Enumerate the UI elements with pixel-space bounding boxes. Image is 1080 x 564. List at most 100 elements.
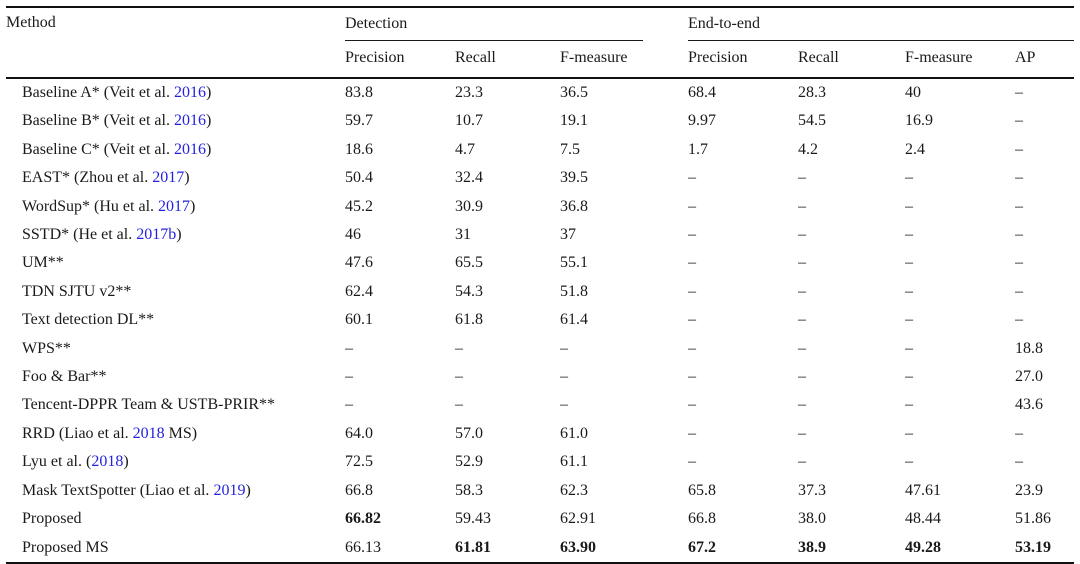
value-cell: 51.86: [1015, 510, 1051, 528]
value-cell: –: [1015, 169, 1023, 187]
value-cell: –: [905, 368, 913, 386]
value-cell: 36.5: [560, 84, 588, 101]
value-cell: –: [1015, 282, 1023, 300]
method-text: RRD (Liao et al.: [22, 424, 133, 442]
method-cell: SSTD* (He et al. 2017b): [6, 221, 345, 249]
value-cell: 37.3: [798, 481, 826, 499]
value-cell: –: [1015, 140, 1023, 158]
value-cell: –: [560, 396, 568, 414]
citation-link[interactable]: 2017b: [136, 226, 177, 244]
value-cell: 38.9: [798, 533, 905, 564]
value-cell: –: [1015, 84, 1023, 101]
value-cell: 2.4: [905, 140, 925, 158]
method-cell: Baseline C* (Veit et al. 2016): [6, 136, 345, 164]
value-cell: 54.3: [455, 282, 483, 300]
citation-link[interactable]: 2018: [132, 424, 165, 442]
table-row: Baseline C* (Veit et al. 2016) 18.6 4.7 7.5…: [6, 136, 1074, 164]
group-header-row: Method Detection End-to-end: [6, 7, 1075, 41]
table-row: Foo & Bar** – – – – – – 27.0: [6, 363, 1074, 391]
value-cell: –: [1015, 226, 1023, 244]
value-cell: 16.9: [905, 112, 933, 130]
value-cell: 68.4: [688, 84, 716, 101]
value-cell: 36.8: [560, 197, 588, 215]
value-cell: –: [798, 226, 806, 244]
method-cell: WPS**: [6, 335, 345, 363]
value-cell: 43.6: [1015, 396, 1043, 414]
citation-link[interactable]: 2018: [91, 453, 124, 471]
value-cell: –: [905, 453, 913, 471]
value-cell: –: [688, 282, 696, 300]
method-cell: TDN SJTU v2**: [6, 278, 345, 306]
method-text: Baseline A* (Veit et al.: [22, 84, 174, 101]
value-cell: 59.7: [345, 112, 373, 130]
value-cell: –: [798, 396, 806, 414]
table-row: WordSup* (Hu et al. 2017) 45.2 30.9 36.8– – –…: [6, 193, 1074, 221]
value-cell: –: [688, 339, 696, 357]
value-cell: 54.5: [798, 112, 826, 130]
value-cell: 52.9: [455, 453, 483, 471]
value-cell: –: [688, 453, 696, 471]
value-cell: 46: [345, 226, 361, 244]
method-cell: WordSup* (Hu et al. 2017): [6, 193, 345, 221]
group-label-end-to-end: End-to-end: [688, 14, 1075, 41]
table-row: WPS** – – – – – – 18.8: [6, 335, 1074, 363]
citation-link[interactable]: 2016: [173, 140, 206, 158]
group-header-detection: Detection: [345, 7, 688, 41]
value-cell: –: [905, 282, 913, 300]
citation-link[interactable]: 2019: [213, 481, 246, 499]
method-cell: Proposed: [6, 505, 345, 533]
value-cell: 4.7: [455, 140, 475, 158]
method-text: ): [176, 226, 182, 244]
method-text: Foo & Bar**: [22, 368, 107, 386]
method-text: TDN SJTU v2**: [22, 282, 132, 300]
column-header-method: Method: [6, 14, 56, 31]
value-cell: 37: [560, 226, 576, 244]
value-cell: 31: [455, 226, 471, 244]
value-cell: –: [798, 424, 806, 442]
value-cell: 53.19: [1015, 533, 1075, 564]
citation-link[interactable]: 2017: [152, 169, 185, 187]
table-row: TDN SJTU v2** 62.4 54.3 51.8 – – – –: [6, 278, 1074, 306]
value-cell: 67.2: [688, 533, 798, 564]
column-header-det-precision: Precision: [345, 49, 405, 66]
citation-link[interactable]: 2016: [173, 84, 206, 101]
table-row: Baseline A* (Veit et al. 2016) 83.8 23.3 36…: [6, 78, 1074, 107]
citation-link[interactable]: 2016: [173, 112, 206, 130]
value-cell: –: [688, 368, 696, 386]
value-cell: 62.91: [560, 510, 596, 528]
table-row: Text detection DL** 60.1 61.8 61.4 – – – –: [6, 306, 1074, 334]
value-cell: 59.43: [455, 510, 491, 528]
citation-link[interactable]: 2017: [158, 197, 191, 215]
value-cell: –: [560, 368, 568, 386]
value-cell: –: [345, 396, 353, 414]
value-cell: –: [798, 169, 806, 187]
value-cell: –: [345, 368, 353, 386]
table-row: Proposed MS 66.13 61.81 63.90 67.2 38.9 49.28 5…: [6, 533, 1075, 564]
method-cell: RRD (Liao et al. 2018 MS): [6, 420, 345, 448]
value-cell: 66.82: [345, 510, 381, 528]
value-cell: 83.8: [345, 84, 373, 101]
value-cell: 72.5: [345, 453, 373, 471]
method-text: MS): [164, 424, 198, 442]
sub-header-row: Precision Recall F-measure Precision Rec…: [6, 41, 1074, 78]
value-cell: 51.8: [560, 282, 588, 300]
value-cell: –: [798, 254, 806, 272]
value-cell: 10.7: [455, 112, 483, 130]
column-header-e2e-recall: Recall: [798, 49, 839, 66]
value-cell: –: [798, 453, 806, 471]
value-cell: –: [798, 368, 806, 386]
value-cell: 61.81: [455, 533, 560, 564]
table-row: RRD (Liao et al. 2018 MS) 64.0 57.0 61.0– – –…: [6, 420, 1074, 448]
value-cell: 4.2: [798, 140, 818, 158]
method-cell: Proposed MS: [6, 533, 345, 564]
method-text: WordSup* (Hu et al.: [22, 197, 159, 215]
table-row: Proposed 66.82 59.43 62.91 66.8 38.0 48.44 51.8…: [6, 505, 1074, 533]
value-cell: –: [1015, 112, 1023, 130]
value-cell: –: [688, 311, 696, 329]
value-cell: –: [688, 226, 696, 244]
value-cell: –: [1015, 424, 1023, 442]
value-cell: –: [455, 339, 463, 357]
value-cell: –: [560, 339, 568, 357]
value-cell: 64.0: [345, 424, 373, 442]
